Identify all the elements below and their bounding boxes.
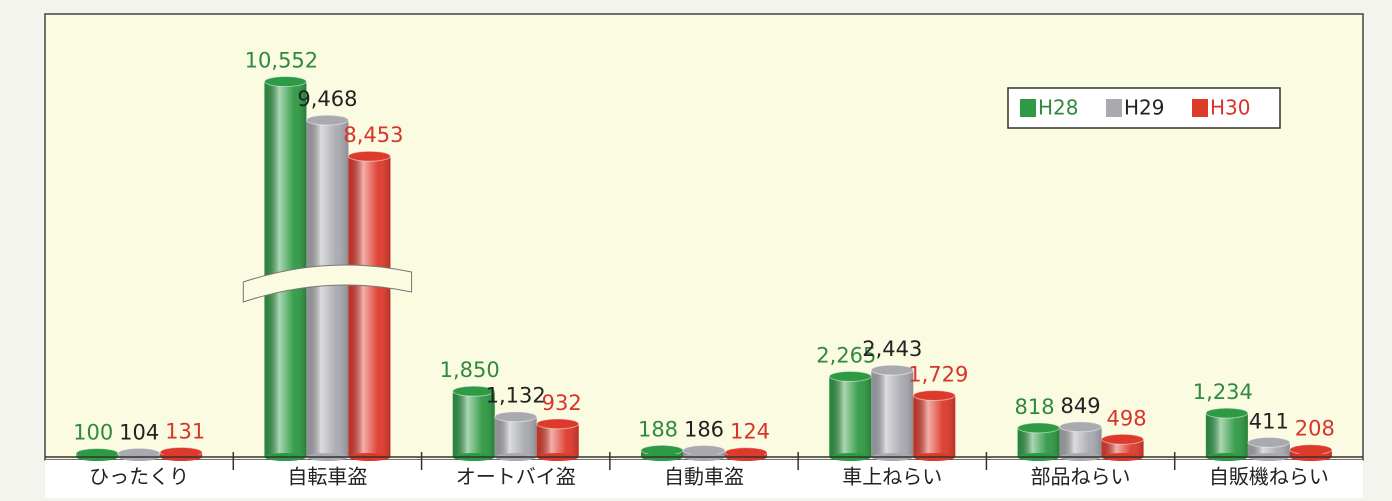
value-label: 1,132 [486,384,546,408]
x-tick-label: ひったくり [89,465,189,489]
value-label: 2,443 [862,337,922,361]
legend-box [1007,87,1281,129]
value-label: 849 [1061,394,1101,418]
value-label: 10,552 [245,49,318,73]
legend-swatch [1192,99,1208,117]
value-label: 104 [119,420,159,444]
x-tick-label: 自転車盗 [287,465,367,489]
bar-cap [536,418,580,430]
bar-shine [452,391,495,457]
value-label: 8,453 [343,123,403,147]
value-label: 131 [165,419,205,443]
bar-shine [829,376,872,457]
bar-cap [1017,422,1061,434]
x-tick-label: オートバイ盗 [456,465,576,489]
legend-label: H28 [1038,96,1079,120]
value-label: 124 [730,420,770,444]
bar-cap [1059,421,1103,433]
bar-cap [263,76,307,88]
bar-shine [536,423,579,457]
legend-label: H30 [1210,96,1251,120]
value-label: 818 [1015,395,1055,419]
value-label: 186 [684,417,724,441]
bar-cap [494,411,538,423]
value-label: 932 [542,391,582,415]
value-label: 188 [638,417,678,441]
value-label: 9,468 [297,87,357,111]
legend-swatch [1106,99,1122,117]
value-label: 100 [73,420,113,444]
bar-cap [347,150,391,162]
bar-cap [1101,433,1145,445]
value-label: 2,265 [816,343,876,367]
legend-label: H29 [1124,96,1165,120]
bar-shine [494,416,537,457]
x-tick-label: 車上ねらい [842,465,942,489]
plot-area [44,13,1364,461]
bar-shine [348,156,391,457]
x-tick-label: 部品ねらい [1031,465,1131,489]
category-band [45,460,1363,498]
value-label: 411 [1249,409,1289,433]
value-label: 1,234 [1193,380,1253,404]
bar-cap [452,385,496,397]
bar-cap [912,389,956,401]
value-label: 1,850 [440,358,500,382]
value-label: 208 [1295,417,1335,441]
bar-cap [1247,436,1291,448]
bar-cap [828,370,872,382]
bar-shine [306,120,349,458]
axis-break [242,264,413,303]
bar-cap [1205,407,1249,419]
bar-shine [913,395,956,457]
bar-cap [870,364,914,376]
x-tick-label: 自動車盗 [664,465,744,489]
legend-swatch [1020,99,1036,117]
bar-shine [1205,413,1248,457]
x-tick-label: 自販機ねらい [1209,465,1329,489]
value-label: 1,729 [908,362,968,386]
value-label: 498 [1107,406,1147,430]
bar-cap [305,114,349,126]
bar-shine [871,370,914,457]
